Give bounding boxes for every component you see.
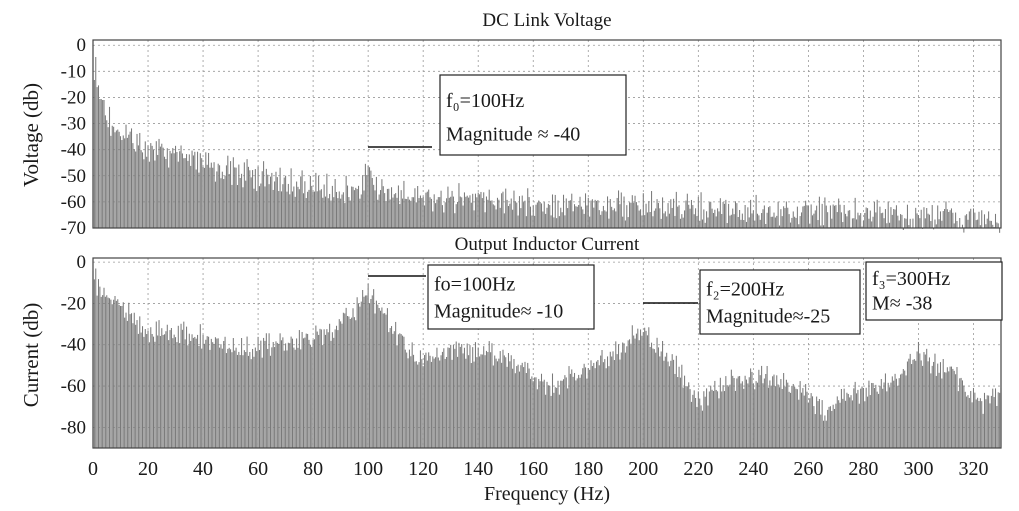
y-tick-label: -60 <box>61 192 86 213</box>
annotation-frequency: f₀=100Hz <box>446 90 524 112</box>
spectrum-bars <box>92 45 1002 233</box>
y-axis-label: Voltage (db) <box>19 83 43 187</box>
x-axis-label: Frequency (Hz) <box>484 483 610 505</box>
y-tick-label: 0 <box>77 252 87 273</box>
plot-frame <box>92 257 1002 449</box>
y-tick-label: -50 <box>61 166 86 187</box>
chart-title: Output Inductor Current <box>455 234 640 255</box>
y-tick-label: -60 <box>61 376 86 397</box>
x-tick-label: 300 <box>903 458 933 480</box>
annotations: f₀=100Hz Magnitude ≈ -40 <box>368 74 627 156</box>
annotation-frequency: f₃=300Hz <box>872 268 950 290</box>
x-tick-label: 240 <box>738 458 768 480</box>
x-tick-label: 60 <box>248 458 268 480</box>
x-tick-label: 0 <box>88 458 98 480</box>
y-tick-label: -30 <box>61 114 86 135</box>
x-tick-label: 140 <box>463 458 493 480</box>
x-tick-label: 120 <box>408 458 438 480</box>
output-inductor-current-chart: Output Inductor Current Current (db) 0 -2… <box>19 234 1003 505</box>
x-tick-label: 280 <box>848 458 878 480</box>
dc-link-voltage-chart: DC Link Voltage Voltage (db) 0 -10 -20 -30 -… <box>19 10 1002 239</box>
x-tick-label: 80 <box>303 458 323 480</box>
annotation-magnitude: Magnitude≈ -10 <box>434 300 563 322</box>
y-tick-label: -20 <box>61 87 86 108</box>
y-tick-label: -20 <box>61 293 86 314</box>
y-tick-labels: 0 -10 -20 -30 -40 -50 -60 -70 <box>61 35 86 239</box>
x-tick-label: 40 <box>193 458 213 480</box>
y-tick-label: -80 <box>61 417 86 438</box>
x-tick-labels: 0 20 40 60 80 100 120 140 160 180 200 220 240 260 280 3… <box>88 458 988 480</box>
y-tick-labels: 0 -20 -40 -60 -80 <box>61 252 86 438</box>
annotation-box <box>699 269 861 335</box>
x-tick-label: 100 <box>353 458 383 480</box>
annotation-magnitude: Magnitude≈-25 <box>706 305 830 327</box>
annotation-magnitude: Magnitude ≈ -40 <box>446 124 580 146</box>
x-tick-label: 180 <box>573 458 603 480</box>
x-tick-label: 220 <box>683 458 713 480</box>
y-axis-label: Current (db) <box>19 303 43 407</box>
grid <box>93 40 1001 228</box>
x-tick-label: 320 <box>958 458 988 480</box>
annotation-box <box>427 264 595 330</box>
y-tick-label: -70 <box>61 218 86 239</box>
annotation-box <box>439 74 627 156</box>
y-tick-label: 0 <box>77 35 87 56</box>
x-tick-label: 20 <box>138 458 158 480</box>
chart-title: DC Link Voltage <box>482 10 611 31</box>
annotations: fo=100Hz Magnitude≈ -10 f₂=200Hz Magnitude≈… <box>368 261 1003 335</box>
y-tick-label: -40 <box>61 335 86 356</box>
annotation-magnitude: M≈ -38 <box>872 293 932 315</box>
x-tick-label: 260 <box>793 458 823 480</box>
annotation-box <box>865 261 1003 321</box>
y-tick-label: -10 <box>61 61 86 82</box>
annotation-frequency: fo=100Hz <box>434 274 515 296</box>
annotation-frequency: f₂=200Hz <box>706 279 784 301</box>
y-tick-label: -40 <box>61 140 86 161</box>
x-tick-label: 200 <box>628 458 658 480</box>
x-tick-label: 160 <box>518 458 548 480</box>
plot-frame <box>92 39 1002 229</box>
spectrum-bars <box>92 268 1002 448</box>
